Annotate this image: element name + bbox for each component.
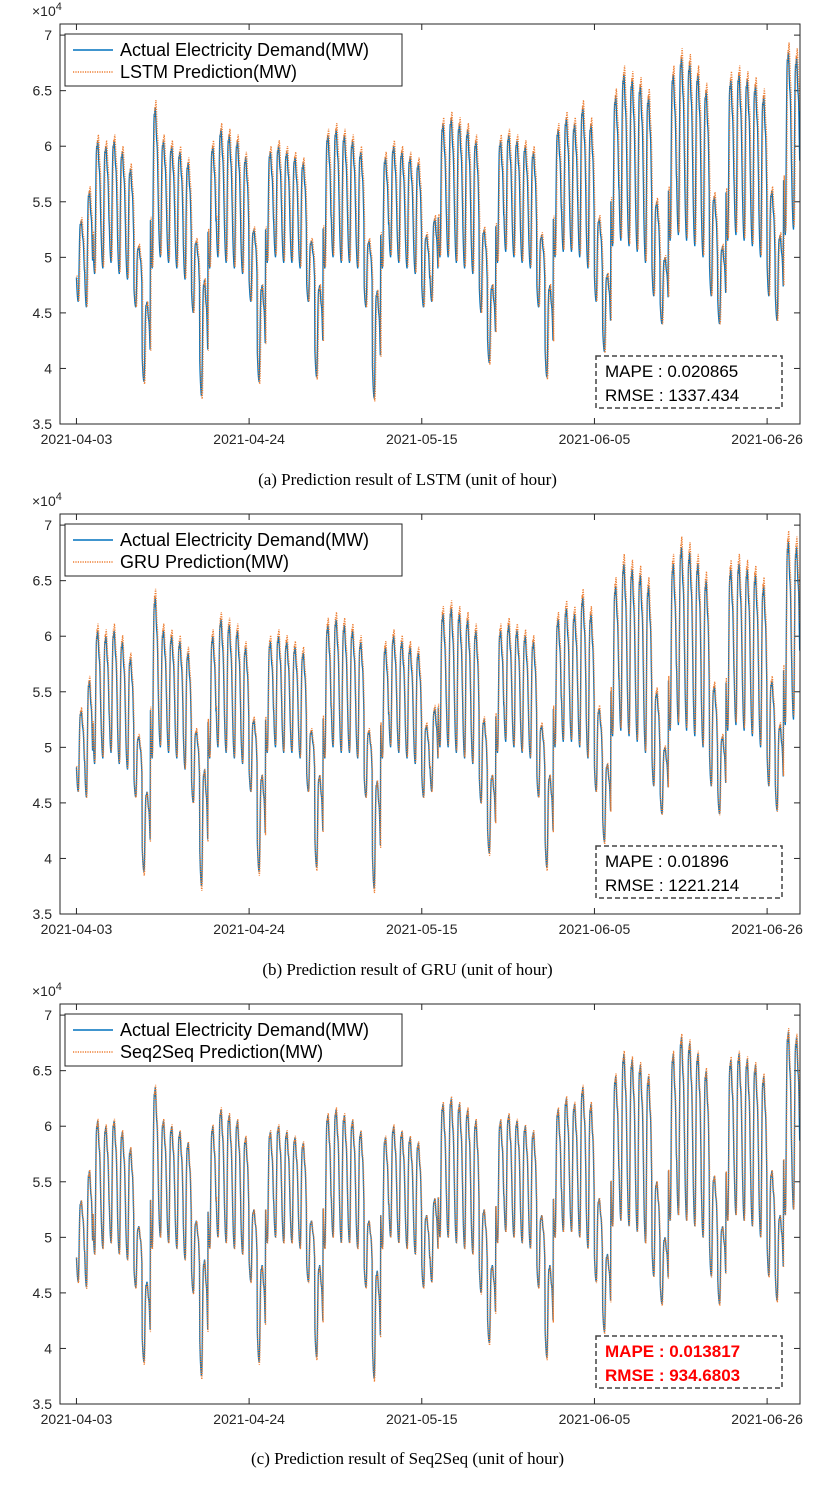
legend-box	[64, 1013, 403, 1067]
plot-frame	[59, 23, 801, 425]
caption-gru: (b) Prediction result of GRU (unit of ho…	[262, 960, 553, 979]
chart-panel-seq2seq: 3.5 4 4.5 5 5.5 6 6.5 7 ×104 2021-04-03 2021-04-24…	[0, 980, 815, 1494]
y-tick-label: 4.5	[33, 305, 53, 321]
x-tick-label: 2021-05-15	[386, 921, 458, 937]
y-exponent-label: ×104	[32, 491, 62, 509]
legend-label-actual: Actual Electricity Demand(MW)	[120, 530, 369, 550]
plot-frame	[59, 513, 801, 915]
y-tick-label: 5	[44, 1229, 52, 1245]
y-tick-label: 6.5	[33, 573, 53, 589]
y-tick-label: 5	[44, 249, 52, 265]
y-tick-label: 5.5	[33, 1174, 53, 1190]
x-tick-label: 2021-05-15	[386, 1411, 458, 1427]
x-tick-label: 2021-04-24	[213, 921, 285, 937]
y-tick-label: 7	[44, 517, 52, 533]
x-tick-label: 2021-06-26	[731, 921, 803, 937]
caption-seq2seq: (c) Prediction result of Seq2Seq (unit o…	[250, 1449, 564, 1468]
x-tick-label: 2021-06-05	[559, 1411, 631, 1427]
x-tick-label: 2021-06-05	[559, 921, 631, 937]
x-tick-label: 2021-05-15	[386, 431, 458, 447]
y-exponent-label: ×104	[32, 1, 62, 19]
y-tick-label: 6	[44, 1118, 52, 1134]
series-prediction-line	[76, 42, 801, 402]
legend-label-prediction: GRU Prediction(MW)	[120, 552, 289, 572]
series-prediction-line	[76, 530, 801, 894]
caption-lstm: (a) Prediction result of LSTM (unit of h…	[258, 470, 557, 489]
metric-rmse: RMSE : 934.6803	[605, 1366, 740, 1385]
legend-label-prediction: LSTM Prediction(MW)	[120, 62, 297, 82]
y-tick-label: 3.5	[33, 906, 53, 922]
metrics-box	[595, 845, 783, 899]
y-tick-label: 3.5	[33, 416, 53, 432]
metric-mape: MAPE : 0.01896	[605, 852, 729, 871]
y-tick-label: 5.5	[33, 194, 53, 210]
metrics-box	[595, 1335, 783, 1389]
x-tick-label: 2021-04-24	[213, 431, 285, 447]
chart-panel-lstm: 3.5 4 4.5 5 5.5 6 6.5 7 ×104 2021-04-03 2021-04-24…	[0, 0, 815, 490]
x-tick-label: 2021-06-26	[731, 1411, 803, 1427]
y-tick-label: 7	[44, 27, 52, 43]
metric-rmse: RMSE : 1337.434	[605, 386, 739, 405]
y-tick-label: 4	[44, 360, 52, 376]
y-tick-label: 5	[44, 739, 52, 755]
chart-svg-lstm: 3.5 4 4.5 5 5.5 6 6.5 7 ×104 2021-04-03 2021-04-24…	[32, 1, 803, 447]
legend-box	[64, 33, 403, 87]
x-tick-label: 2021-06-26	[731, 431, 803, 447]
chart-svg-seq2seq: 3.5 4 4.5 5 5.5 6 6.5 7 ×104 2021-04-03 2021-04-24…	[32, 981, 803, 1427]
y-tick-label: 6	[44, 628, 52, 644]
y-exponent-label: ×104	[32, 981, 62, 999]
x-tick-label: 2021-04-03	[41, 921, 113, 937]
metric-mape: MAPE : 0.013817	[605, 1342, 740, 1361]
x-tick-label: 2021-04-03	[41, 1411, 113, 1427]
metrics-box	[595, 355, 783, 409]
x-tick-label: 2021-06-05	[559, 431, 631, 447]
y-tick-label: 4.5	[33, 795, 53, 811]
metric-mape: MAPE : 0.020865	[605, 362, 738, 381]
legend-label-prediction: Seq2Seq Prediction(MW)	[120, 1042, 323, 1062]
series-actual-line	[75, 1031, 801, 1379]
y-tick-label: 4	[44, 850, 52, 866]
chart-svg-gru: 3.5 4 4.5 5 5.5 6 6.5 7 ×104 2021-04-03 2021-04-24…	[32, 491, 803, 937]
metric-rmse: RMSE : 1221.214	[605, 876, 739, 895]
chart-panel-gru: 3.5 4 4.5 5 5.5 6 6.5 7 ×104 2021-04-03 2021-04-24…	[0, 490, 815, 980]
series-actual-line	[75, 51, 801, 399]
y-tick-label: 7	[44, 1007, 52, 1023]
y-tick-label: 6.5	[33, 1063, 53, 1079]
y-tick-label: 4.5	[33, 1285, 53, 1301]
y-tick-label: 6	[44, 138, 52, 154]
x-tick-label: 2021-04-03	[41, 431, 113, 447]
y-tick-label: 4	[44, 1340, 52, 1356]
legend-label-actual: Actual Electricity Demand(MW)	[120, 40, 369, 60]
y-tick-label: 5.5	[33, 684, 53, 700]
y-tick-label: 3.5	[33, 1396, 53, 1412]
y-tick-label: 6.5	[33, 83, 53, 99]
plot-frame	[59, 1003, 801, 1405]
legend-box	[64, 523, 403, 577]
legend-label-actual: Actual Electricity Demand(MW)	[120, 1020, 369, 1040]
series-prediction-line	[76, 1028, 801, 1382]
x-tick-label: 2021-04-24	[213, 1411, 285, 1427]
